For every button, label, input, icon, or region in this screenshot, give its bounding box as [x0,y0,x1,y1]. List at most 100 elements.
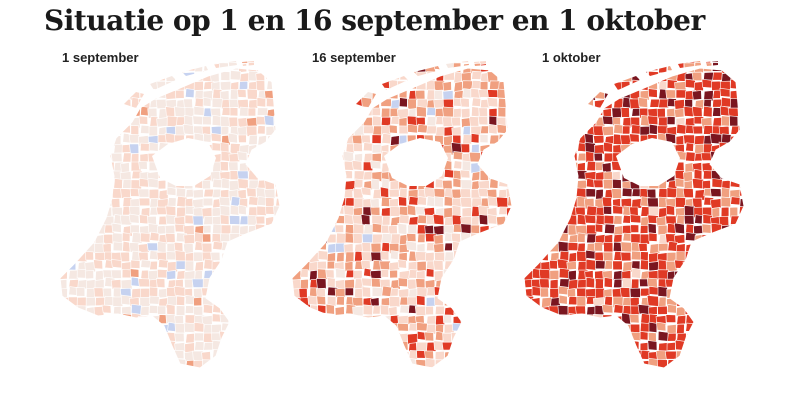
municipality [60,179,70,190]
municipality [538,306,551,317]
municipality [281,118,291,129]
municipality [68,233,78,245]
municipality [230,196,241,207]
municipality [166,186,177,196]
municipality [372,351,381,361]
municipality [239,215,250,225]
municipality [747,253,755,264]
municipality [648,376,659,386]
municipality [684,287,697,300]
municipality [50,332,59,342]
municipality [345,376,353,385]
municipality [748,73,754,83]
municipality [586,233,597,244]
municipality [326,252,336,264]
municipality [361,251,374,263]
municipality [387,71,400,81]
municipality [576,367,586,368]
municipality [712,377,722,386]
municipality [603,341,613,354]
municipality [460,107,471,119]
municipality [335,357,347,368]
municipality [548,98,558,107]
municipality [602,359,615,368]
municipality [539,71,551,83]
municipality [728,305,741,316]
municipality [444,287,453,298]
municipality [710,269,721,281]
municipality [451,61,462,63]
municipality [425,63,436,73]
municipality [442,332,452,343]
municipality [559,224,569,235]
municipality [255,215,266,225]
municipality [203,378,212,386]
municipality [352,116,365,127]
municipality [749,152,754,161]
municipality [514,170,523,181]
municipality [478,358,491,368]
municipality [487,251,498,262]
municipality [148,141,159,152]
municipality [307,99,317,109]
municipality [361,286,371,298]
municipality [683,205,696,217]
municipality [452,107,462,118]
municipality [298,287,308,299]
municipality [104,63,116,76]
municipality [317,367,329,368]
municipality [165,214,177,225]
municipality [292,72,302,83]
municipality [371,134,382,144]
municipality [77,116,88,128]
municipality [556,169,569,180]
municipality [237,204,247,216]
municipality [711,258,722,270]
municipality [229,204,240,216]
municipality [84,332,94,343]
municipality [86,378,96,386]
municipality [229,215,241,225]
municipality [103,233,115,245]
municipality [703,71,715,81]
municipality [60,133,70,146]
municipality [327,314,339,325]
municipality [292,251,301,262]
municipality [194,377,203,386]
municipality [202,197,213,207]
municipality [584,350,595,361]
municipality [60,378,69,386]
municipality [730,61,739,62]
municipality [524,287,525,298]
municipality [548,124,558,135]
municipality [407,123,418,134]
municipality [532,223,541,235]
municipality [75,204,87,214]
municipality [85,80,97,90]
municipality [568,378,578,386]
municipality [93,259,104,270]
municipality [149,260,158,271]
municipality [594,223,604,233]
municipality [158,341,168,351]
municipality [461,350,473,359]
municipality [307,188,320,199]
municipality [557,305,569,316]
municipality [245,125,258,137]
municipality [703,322,713,333]
municipality [702,332,713,344]
municipality [292,297,302,308]
municipality [292,304,302,316]
municipality [684,305,695,315]
municipality [657,242,669,252]
municipality [666,341,676,351]
municipality [524,360,525,368]
municipality [584,133,594,145]
municipality [710,233,720,243]
municipality [703,279,712,290]
municipality [640,313,650,325]
municipality [66,215,77,227]
municipality [185,88,195,99]
municipality [417,123,429,134]
municipality [630,340,640,350]
